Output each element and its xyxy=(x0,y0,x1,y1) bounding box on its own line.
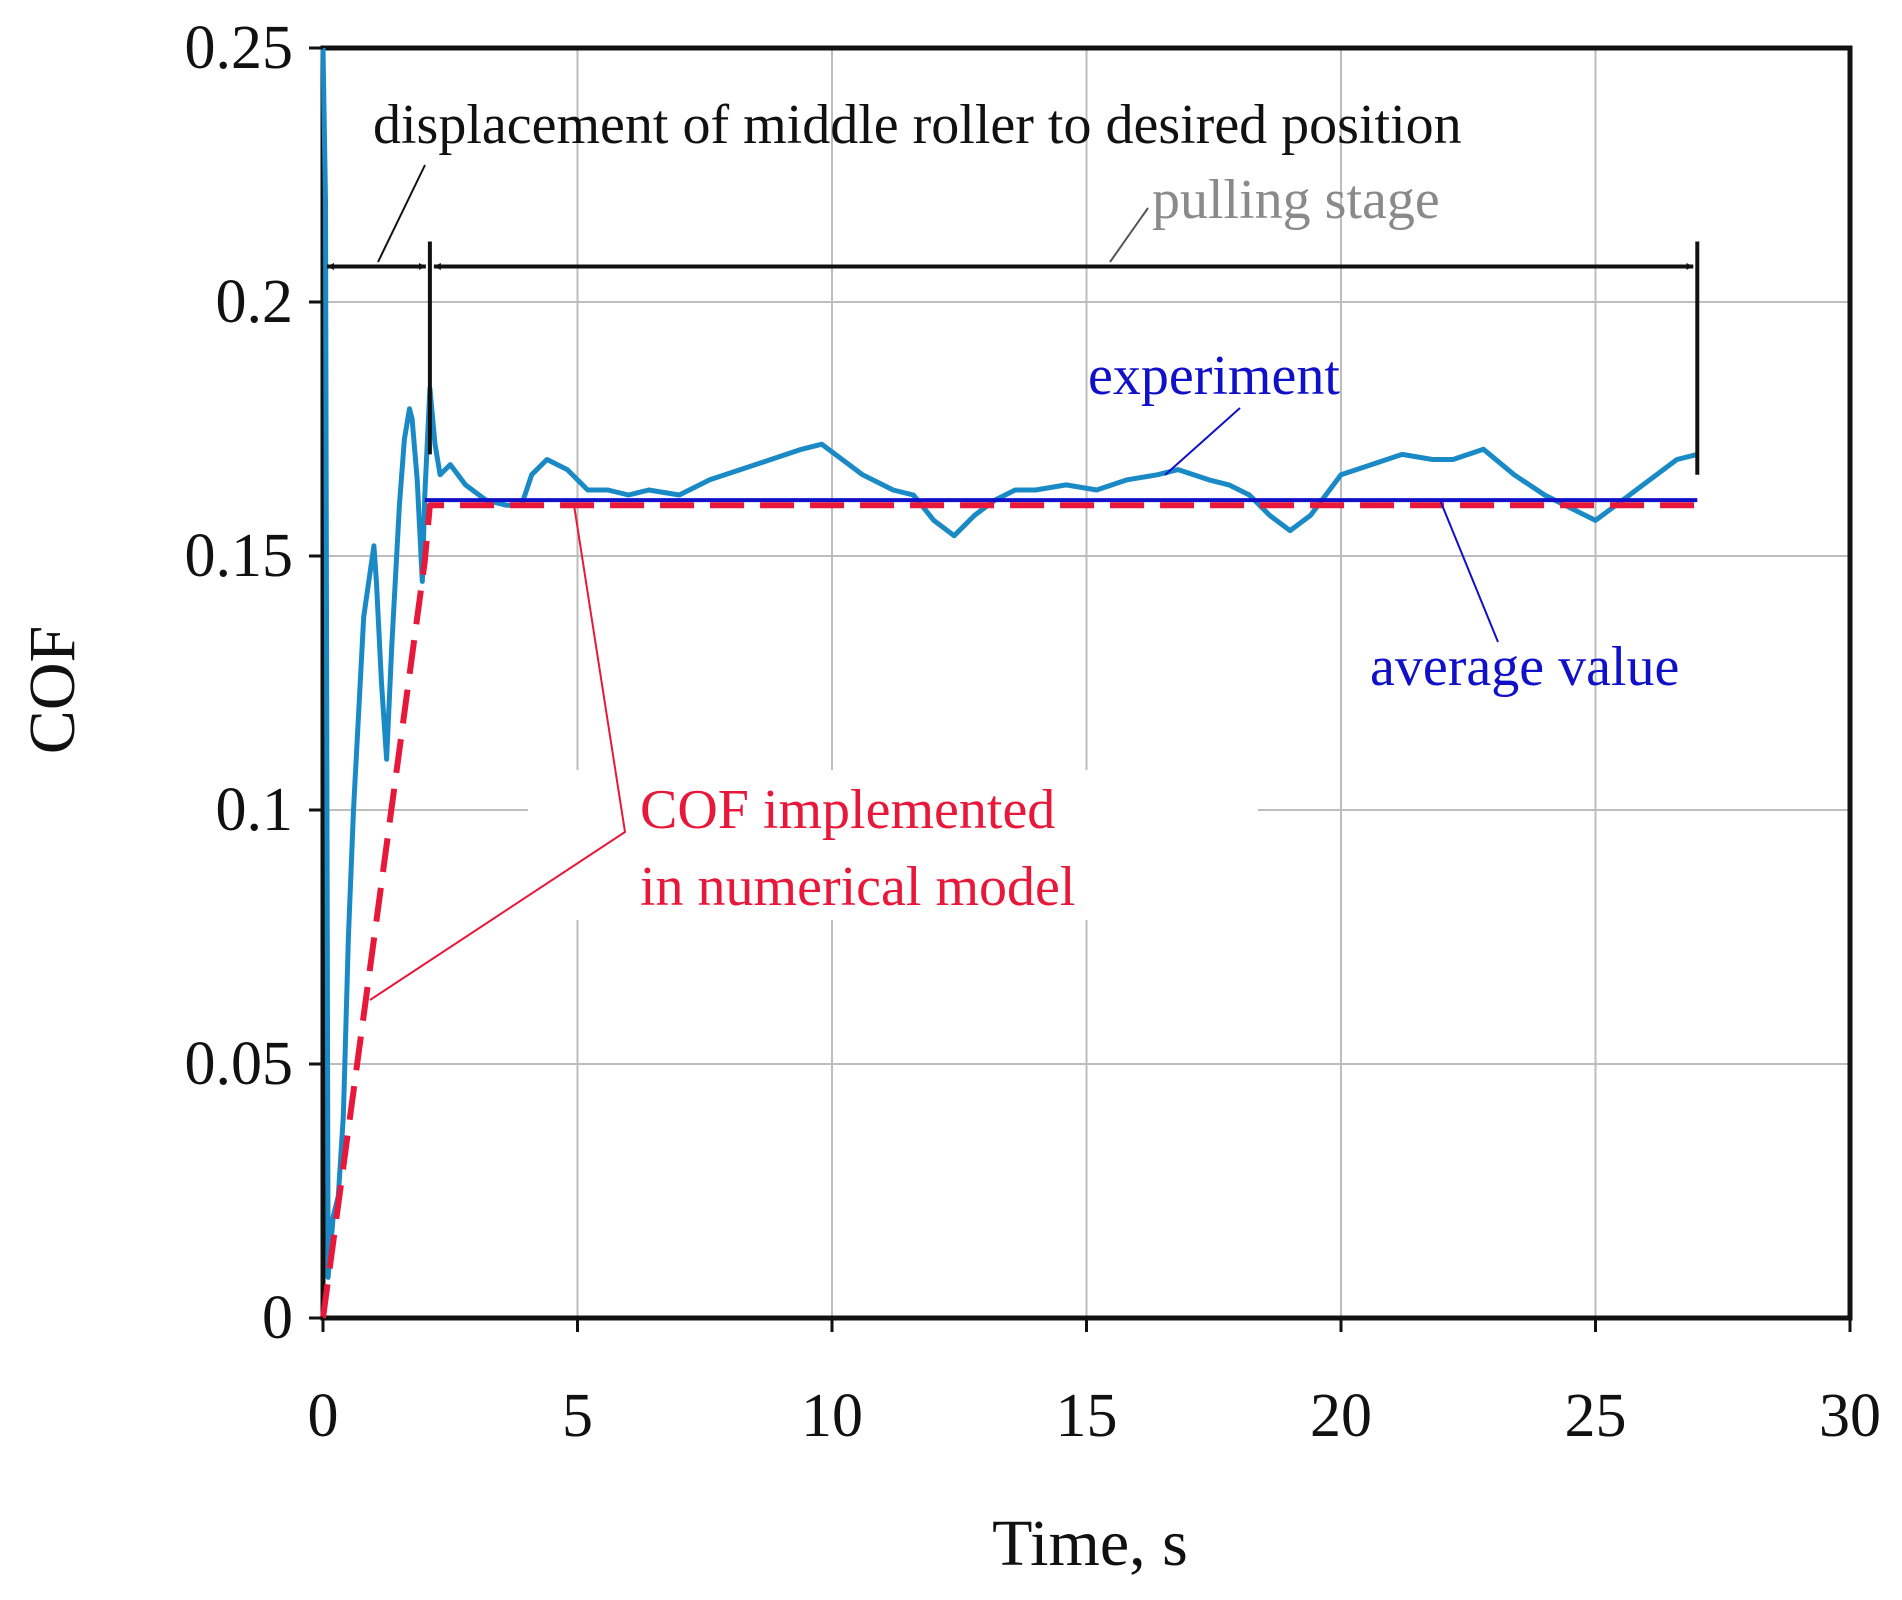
annotation-backgrounds xyxy=(528,770,1258,920)
x-tick-label: 25 xyxy=(1565,1382,1627,1450)
leader-average-value xyxy=(1439,499,1499,643)
x-tick-label: 0 xyxy=(308,1382,339,1450)
x-tick-label: 20 xyxy=(1310,1382,1372,1450)
annotation-cof-line1: COF implemented xyxy=(640,779,1055,841)
series-line-cof-implemented-in-numerical-model xyxy=(320,502,1698,1319)
y-tick-label: 0.2 xyxy=(216,268,294,336)
series-layer xyxy=(320,47,1698,1319)
y-tick-label: 0.15 xyxy=(185,522,294,590)
y-tick-label: 0 xyxy=(262,1284,293,1352)
x-tick-label: 5 xyxy=(562,1382,593,1450)
y-tick-label: 0.25 xyxy=(185,14,294,82)
y-tick-label: 0.05 xyxy=(185,1030,294,1098)
series-line-experiment xyxy=(320,47,1698,1280)
leader-cof-model xyxy=(369,504,627,1001)
x-axis-ticks: 0 5 10 15 20 25 30 xyxy=(308,1318,1881,1450)
leader-displacement xyxy=(377,164,426,263)
x-tick-label: 15 xyxy=(1056,1382,1118,1450)
annotation-displacement: displacement of middle roller to desired… xyxy=(373,94,1462,156)
annotation-average-value: average value xyxy=(1370,636,1679,698)
annotation-mask xyxy=(528,770,1258,920)
annotation-experiment: experiment xyxy=(1088,345,1340,407)
annotation-pulling-stage: pulling stage xyxy=(1152,169,1440,231)
x-tick-label: 10 xyxy=(801,1382,863,1450)
grid-lines xyxy=(323,48,1850,1318)
annotation-cof-line2: in numerical model xyxy=(640,856,1075,918)
stage-arrows xyxy=(327,241,1700,475)
leader-pulling-stage xyxy=(1109,207,1149,263)
x-axis-title: Time, s xyxy=(992,1507,1188,1580)
leader-lines xyxy=(369,164,1499,1001)
y-tick-label: 0.1 xyxy=(216,776,294,844)
y-axis-title: COF xyxy=(16,626,89,754)
x-tick-label: 30 xyxy=(1819,1382,1881,1450)
leader-experiment xyxy=(1164,407,1241,476)
y-axis-ticks: 0 0.05 0.1 0.15 0.2 0.25 xyxy=(185,14,323,1352)
